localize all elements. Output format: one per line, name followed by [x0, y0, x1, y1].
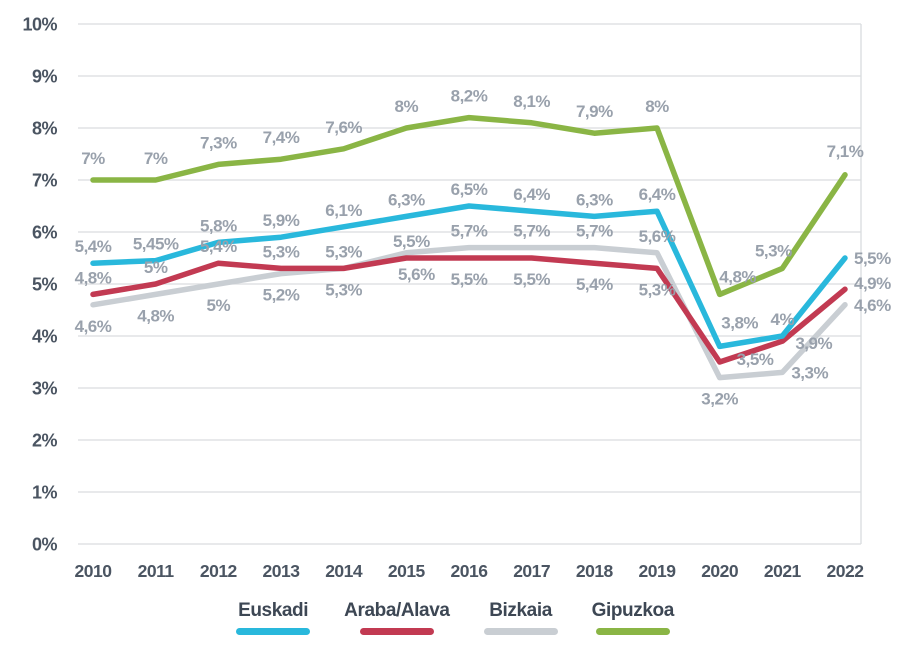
legend-color-bar-euskadi [236, 627, 311, 635]
data-label-gipuzkoa-2010: 7% [81, 149, 105, 168]
x-axis-label: 2019 [639, 561, 677, 581]
data-label-araba-alava-2018: 5,4% [576, 275, 613, 294]
y-axis-label: 10% [22, 15, 57, 35]
legend-color-bar-bizkaia [483, 627, 558, 635]
data-label-euskadi-2016: 6,5% [451, 180, 488, 199]
data-label-gipuzkoa-2022: 7,1% [827, 142, 864, 161]
legend-color-bar-gipuzkoa [595, 627, 670, 635]
data-label-gipuzkoa-2016: 8,2% [451, 87, 488, 106]
data-label-gipuzkoa-2013: 7,4% [263, 128, 300, 147]
data-label-bizkaia-2019: 5,6% [639, 227, 676, 246]
data-label-bizkaia-2017: 5,7% [513, 222, 550, 241]
y-axis-label: 1% [32, 483, 58, 503]
data-label-araba-alava-2011: 5% [144, 258, 168, 277]
x-axis-label: 2014 [325, 561, 363, 581]
x-axis-label: 2016 [451, 561, 489, 581]
x-axis-label: 2022 [827, 561, 865, 581]
data-label-euskadi-2017: 6,4% [513, 185, 550, 204]
legend-label-gipuzkoa: Gipuzkoa [591, 600, 675, 621]
x-axis-label: 2013 [263, 561, 301, 581]
data-label-euskadi-2014: 6,1% [325, 201, 362, 220]
data-label-euskadi-2012: 5,8% [200, 216, 237, 235]
legend-label-bizkaia: Bizkaia [489, 600, 552, 621]
legend-label-euskadi: Euskadi [238, 600, 309, 621]
x-axis-label: 2011 [138, 561, 175, 581]
x-axis-label: 2017 [513, 561, 550, 581]
y-axis-label: 3% [32, 379, 58, 399]
y-axis-label: 9% [32, 67, 58, 87]
data-label-araba-alava-2012: 5,4% [200, 237, 237, 256]
y-axis-label: 6% [32, 223, 58, 243]
data-label-araba-alava-2022: 4,9% [854, 274, 891, 293]
data-label-bizkaia-2012: 5% [207, 296, 231, 315]
data-label-euskadi-2011: 5,45% [133, 235, 179, 254]
data-label-araba-alava-2015: 5,5% [393, 232, 430, 251]
x-axis-label: 2018 [576, 561, 614, 581]
data-label-euskadi-2013: 5,9% [263, 211, 300, 230]
data-label-gipuzkoa-2011: 7% [144, 149, 168, 168]
data-label-euskadi-2019: 6,4% [639, 185, 676, 204]
y-axis-label: 7% [32, 171, 58, 191]
legend-item-araba-alava[interactable]: Araba/Alava [344, 600, 450, 635]
data-label-euskadi-2021: 4% [771, 310, 795, 329]
data-label-bizkaia-2022: 4,6% [854, 296, 891, 315]
y-axis-label: 8% [32, 119, 58, 139]
data-label-euskadi-2020: 3,8% [721, 313, 758, 332]
y-axis-label: 5% [32, 275, 58, 295]
data-label-araba-alava-2020: 3,5% [737, 350, 774, 369]
x-axis-label: 2021 [764, 561, 802, 581]
data-label-araba-alava-2021: 3,9% [795, 334, 832, 353]
data-label-gipuzkoa-2017: 8,1% [513, 92, 550, 111]
legend-item-gipuzkoa[interactable]: Gipuzkoa [591, 600, 675, 635]
data-label-araba-alava-2010: 4,8% [75, 268, 112, 287]
data-label-euskadi-2022: 5,5% [854, 249, 891, 268]
data-label-gipuzkoa-2019: 8% [645, 97, 669, 116]
data-label-bizkaia-2016: 5,7% [451, 222, 488, 241]
x-axis-label: 2015 [388, 561, 426, 581]
data-label-euskadi-2010: 5,4% [75, 237, 112, 256]
y-axis-label: 4% [32, 327, 58, 347]
data-label-araba-alava-2017: 5,5% [513, 270, 550, 289]
series-line-bizkaia [90, 244, 848, 381]
data-label-bizkaia-2010: 4,6% [75, 317, 112, 336]
data-label-bizkaia-2021: 3,3% [791, 363, 828, 382]
data-label-gipuzkoa-2018: 7,9% [576, 102, 613, 121]
legend-item-euskadi[interactable]: Euskadi [236, 600, 311, 635]
data-label-araba-alava-2014: 5,3% [325, 242, 362, 261]
data-label-bizkaia-2020: 3,2% [701, 390, 738, 409]
data-label-bizkaia-2018: 5,7% [576, 222, 613, 241]
data-label-araba-alava-2016: 5,5% [451, 270, 488, 289]
x-axis-label: 2010 [75, 561, 113, 581]
data-label-euskadi-2015: 6,3% [388, 190, 425, 209]
x-axis-label: 2012 [200, 561, 238, 581]
data-label-gipuzkoa-2020: 4,8% [719, 267, 756, 286]
data-label-gipuzkoa-2015: 8% [395, 97, 419, 116]
chart-legend: Euskadi Araba/Alava Bizkaia Gipuzkoa [0, 600, 910, 635]
data-label-euskadi-2018: 6,3% [576, 190, 613, 209]
data-label-araba-alava-2013: 5,3% [263, 242, 300, 261]
x-axis-label: 2020 [701, 561, 739, 581]
y-axis-label: 0% [32, 535, 58, 555]
legend-label-araba-alava: Araba/Alava [344, 600, 450, 621]
data-label-bizkaia-2014: 5,3% [325, 280, 362, 299]
data-label-araba-alava-2019: 5,3% [639, 280, 676, 299]
data-label-gipuzkoa-2014: 7,6% [325, 118, 362, 137]
series-line-euskadi [90, 203, 848, 350]
series-line-araba-alava [90, 255, 848, 365]
series-line-gipuzkoa [90, 114, 848, 298]
data-label-bizkaia-2011: 4,8% [137, 306, 174, 325]
data-label-gipuzkoa-2021: 5,3% [755, 241, 792, 260]
data-label-bizkaia-2013: 5,2% [263, 286, 300, 305]
data-label-gipuzkoa-2012: 7,3% [200, 133, 237, 152]
legend-item-bizkaia[interactable]: Bizkaia [483, 600, 558, 635]
data-label-bizkaia-2015: 5,6% [398, 265, 435, 284]
y-axis-label: 2% [32, 431, 58, 451]
legend-color-bar-araba-alava [359, 627, 434, 635]
